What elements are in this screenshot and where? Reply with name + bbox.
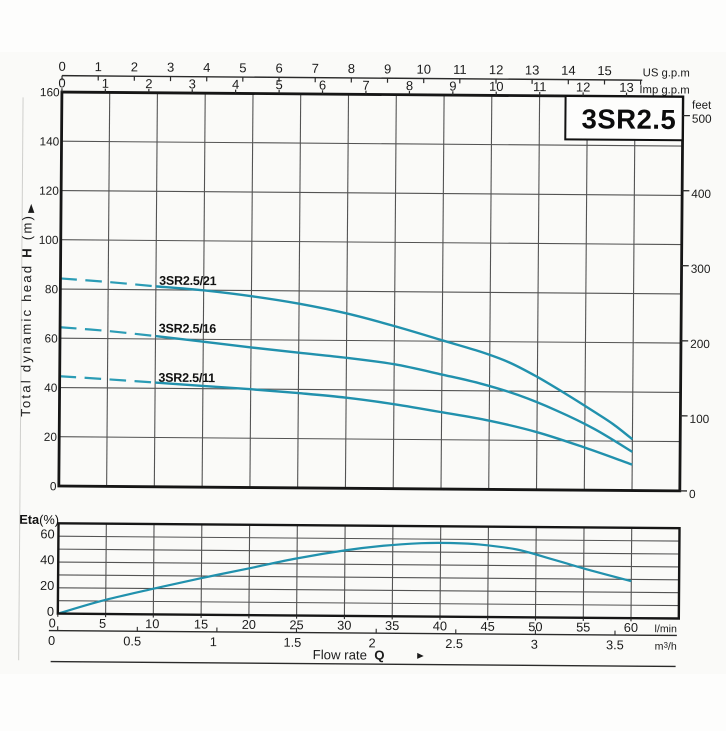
svg-text:40: 40 xyxy=(40,552,54,567)
svg-text:40: 40 xyxy=(44,381,58,395)
svg-text:300: 300 xyxy=(691,262,711,276)
svg-text:6: 6 xyxy=(275,61,282,76)
svg-text:1.5: 1.5 xyxy=(283,635,301,650)
svg-text:2: 2 xyxy=(145,76,152,91)
svg-text:45: 45 xyxy=(480,619,494,634)
svg-text:3.5: 3.5 xyxy=(606,637,624,652)
svg-text:13: 13 xyxy=(525,62,540,77)
svg-text:3: 3 xyxy=(531,637,538,652)
svg-text:US g.p.m: US g.p.m xyxy=(643,67,690,79)
svg-text:3SR2.5/11: 3SR2.5/11 xyxy=(158,371,215,385)
svg-text:10: 10 xyxy=(489,79,504,94)
svg-text:0: 0 xyxy=(50,479,57,493)
svg-text:30: 30 xyxy=(337,618,351,633)
svg-text:15: 15 xyxy=(194,616,208,631)
svg-text:6: 6 xyxy=(319,77,326,92)
svg-text:3SR2.5: 3SR2.5 xyxy=(581,103,676,135)
svg-text:1: 1 xyxy=(95,59,102,74)
svg-text:1: 1 xyxy=(210,634,217,649)
svg-text:Eta(%): Eta(%) xyxy=(19,512,59,527)
svg-text:100: 100 xyxy=(39,233,59,247)
svg-text:4: 4 xyxy=(232,77,239,92)
svg-text:7: 7 xyxy=(362,78,369,93)
svg-text:Flow rate Q: Flow rate Q xyxy=(313,647,385,663)
svg-text:12: 12 xyxy=(489,62,504,77)
svg-text:4: 4 xyxy=(203,60,210,75)
svg-text:Imp g.p.m: Imp g.p.m xyxy=(639,84,689,96)
svg-text:80: 80 xyxy=(45,282,59,296)
svg-text:Total dynamic head H (m): Total dynamic head H (m) xyxy=(18,214,35,417)
svg-text:11: 11 xyxy=(533,79,547,94)
svg-text:40: 40 xyxy=(433,618,447,633)
svg-text:feet: feet xyxy=(692,100,712,112)
svg-text:3SR2.5/16: 3SR2.5/16 xyxy=(159,321,217,335)
svg-text:400: 400 xyxy=(691,187,711,201)
svg-text:60: 60 xyxy=(45,331,59,345)
svg-text:0: 0 xyxy=(49,615,56,630)
svg-text:9: 9 xyxy=(384,61,391,76)
svg-text:200: 200 xyxy=(690,337,710,351)
svg-text:8: 8 xyxy=(406,78,413,93)
svg-text:2: 2 xyxy=(131,59,138,74)
svg-text:8: 8 xyxy=(348,61,355,76)
svg-text:120: 120 xyxy=(39,184,59,198)
svg-text:0: 0 xyxy=(48,633,55,648)
svg-text:11: 11 xyxy=(453,62,467,77)
svg-text:3: 3 xyxy=(167,60,174,75)
svg-text:14: 14 xyxy=(561,63,576,78)
svg-text:20: 20 xyxy=(44,430,58,444)
svg-text:55: 55 xyxy=(576,619,590,634)
svg-text:10: 10 xyxy=(145,616,159,631)
svg-text:5: 5 xyxy=(239,60,246,75)
svg-text:10: 10 xyxy=(417,62,432,77)
svg-text:2.5: 2.5 xyxy=(445,636,463,651)
svg-text:35: 35 xyxy=(385,618,399,633)
svg-text:7: 7 xyxy=(312,61,319,76)
svg-text:3SR2.5/21: 3SR2.5/21 xyxy=(159,274,217,288)
svg-text:0.5: 0.5 xyxy=(123,633,141,648)
svg-text:60: 60 xyxy=(40,526,54,541)
svg-text:5: 5 xyxy=(276,77,283,92)
svg-text:9: 9 xyxy=(449,78,456,93)
svg-text:140: 140 xyxy=(39,134,59,148)
svg-text:0: 0 xyxy=(58,59,65,74)
svg-text:12: 12 xyxy=(576,79,591,94)
svg-text:l/min: l/min xyxy=(654,623,677,635)
svg-text:20: 20 xyxy=(40,578,54,593)
svg-text:13: 13 xyxy=(619,80,634,95)
svg-text:20: 20 xyxy=(242,617,256,632)
svg-text:15: 15 xyxy=(597,63,612,78)
svg-text:500: 500 xyxy=(692,112,712,126)
svg-text:160: 160 xyxy=(40,85,60,99)
svg-text:0: 0 xyxy=(689,487,696,501)
svg-text:1: 1 xyxy=(102,76,109,91)
svg-text:60: 60 xyxy=(624,620,638,635)
svg-text:3: 3 xyxy=(189,76,196,91)
svg-text:100: 100 xyxy=(690,412,710,426)
svg-text:5: 5 xyxy=(99,616,106,631)
